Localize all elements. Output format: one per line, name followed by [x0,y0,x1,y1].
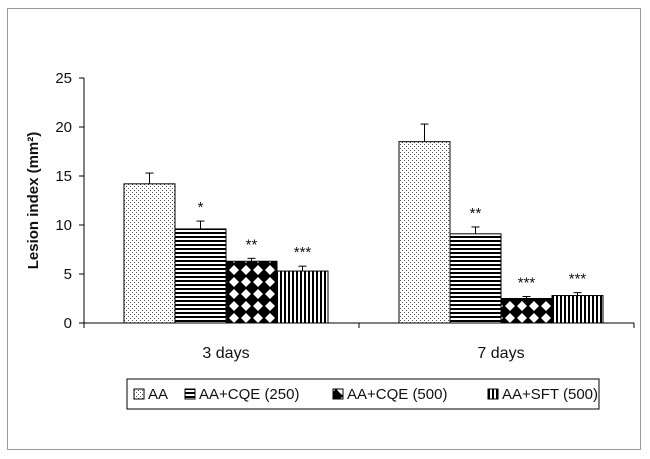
legend: AA AA+CQE (250) AA+CQE (500) AA+SFT (500) [126,378,600,410]
chart-frame [7,8,641,450]
legend-swatch [184,388,196,400]
bars: *** ******** *** [123,123,604,324]
y-tick-label: 20 [55,119,72,136]
significance-label: * [198,199,204,216]
bar [500,298,553,324]
x-tick-label: 3 days [202,345,249,362]
bar [398,141,451,324]
legend-swatch [133,388,145,400]
x-tick-label: 7 days [477,345,524,362]
significance-label: *** [569,271,587,288]
significance-label: ** [470,205,482,222]
bar [225,260,278,324]
legend-label: AA [148,386,168,403]
bar [174,228,227,324]
legend-swatch [487,388,499,400]
y-tick-label: 25 [55,70,72,87]
bar [449,233,502,324]
legend-box [126,378,600,410]
y-tick-label: 5 [64,266,72,283]
legend-swatch [332,388,344,400]
y-tick-label: 10 [55,217,72,234]
y-tick-label: 0 [64,315,72,332]
legend-label: AA+CQE (500) [347,386,447,403]
significance-label: *** [294,244,312,261]
bar [123,183,176,324]
bar [551,295,604,324]
legend-label: AA+CQE (250) [199,386,299,403]
bar [276,270,329,324]
significance-label: *** [518,275,536,292]
y-tick-label: 15 [55,168,72,185]
significance-label: ** [246,236,258,253]
legend-label: AA+SFT (500) [502,386,598,403]
y-axis-label: Lesion index (mm²) [25,132,42,270]
